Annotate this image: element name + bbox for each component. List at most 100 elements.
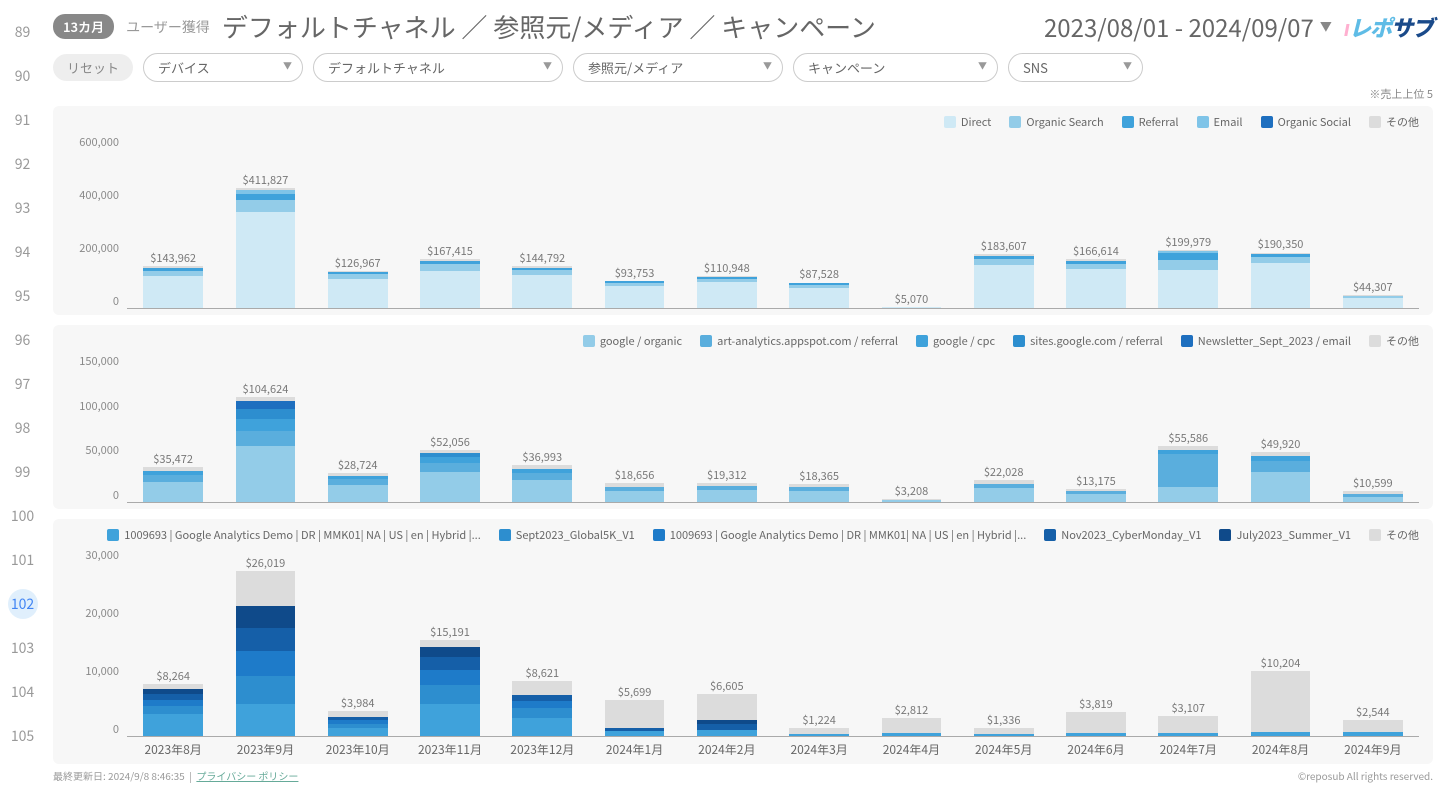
x-tick: 2024年2月 — [682, 741, 772, 758]
legend-item[interactable]: google / organic — [583, 333, 682, 349]
bar[interactable]: $411,827 — [220, 188, 310, 308]
x-tick: 2024年3月 — [774, 741, 864, 758]
legend-item[interactable]: sites.google.com / referral — [1013, 333, 1163, 349]
bar[interactable]: $166,614 — [1051, 259, 1141, 308]
bar[interactable]: $190,350 — [1235, 252, 1325, 308]
bar[interactable]: $5,070 — [866, 307, 956, 308]
bar[interactable]: $183,607 — [958, 254, 1048, 308]
bar[interactable]: $13,175 — [1051, 489, 1141, 502]
bar[interactable]: $10,204 — [1235, 671, 1325, 736]
bar[interactable]: $93,753 — [589, 281, 679, 308]
bar-value-label: $3,208 — [895, 483, 929, 499]
legend-item[interactable]: July2023_Summer_V1 — [1219, 527, 1351, 543]
bar-segment — [512, 473, 572, 480]
legend-item[interactable]: Organic Social — [1261, 114, 1351, 130]
legend-label: sites.google.com / referral — [1030, 333, 1163, 349]
bar[interactable]: $55,586 — [1143, 446, 1233, 502]
bar[interactable]: $3,107 — [1143, 716, 1233, 736]
legend-item[interactable]: Organic Search — [1009, 114, 1103, 130]
bar[interactable]: $3,819 — [1051, 712, 1141, 736]
bar-segment — [328, 279, 388, 308]
bar[interactable]: $1,224 — [774, 728, 864, 736]
legend-item[interactable]: Direct — [944, 114, 991, 130]
legend-item[interactable]: 1009693 | Google Analytics Demo | DR | M… — [107, 527, 480, 543]
bar[interactable]: $35,472 — [128, 467, 218, 502]
legend-item[interactable]: 1009693 | Google Analytics Demo | DR | M… — [653, 527, 1026, 543]
bar[interactable]: $18,365 — [774, 484, 864, 502]
bar-segment — [236, 606, 296, 628]
legend-label: その他 — [1386, 114, 1419, 130]
filter-dropdown-2[interactable]: 参照元/メディア — [573, 53, 783, 82]
bar[interactable]: $110,948 — [682, 276, 772, 308]
legend-label: google / cpc — [933, 333, 995, 349]
bar[interactable]: $3,984 — [312, 711, 402, 736]
privacy-policy-link[interactable]: プライバシー ポリシー — [196, 768, 298, 783]
bar-segment — [328, 485, 388, 502]
bar[interactable]: $167,415 — [405, 259, 495, 308]
legend-item[interactable]: Nov2023_CyberMonday_V1 — [1044, 527, 1201, 543]
filter-dropdown-0[interactable]: デバイス — [143, 53, 303, 82]
x-tick: 2023年9月 — [220, 741, 310, 758]
legend-item[interactable]: art-analytics.appspot.com / referral — [700, 333, 898, 349]
legend-label: Nov2023_CyberMonday_V1 — [1061, 527, 1201, 543]
filter-dropdown-1[interactable]: デフォルトチャネル — [313, 53, 563, 82]
legend-swatch — [1369, 335, 1381, 347]
bar[interactable]: $126,967 — [312, 271, 402, 308]
bar[interactable]: $104,624 — [220, 397, 310, 502]
bar[interactable]: $18,656 — [589, 483, 679, 502]
bar[interactable]: $52,056 — [405, 450, 495, 502]
bar[interactable]: $15,191 — [405, 640, 495, 736]
bar[interactable]: $1,336 — [958, 728, 1048, 736]
bar[interactable]: $49,920 — [1235, 452, 1325, 502]
bar-segment — [1158, 487, 1218, 502]
legend-item[interactable]: Sept2023_Global5K_V1 — [499, 527, 635, 543]
y-tick: 150,000 — [67, 353, 119, 369]
bar-segment — [1251, 472, 1311, 502]
legend-item[interactable]: google / cpc — [916, 333, 995, 349]
bar-segment — [143, 276, 203, 308]
filter-dropdown-4[interactable]: SNS — [1008, 53, 1143, 82]
bar-value-label: $8,621 — [525, 665, 559, 681]
x-tick: 2024年4月 — [866, 741, 956, 758]
legend-item[interactable]: その他 — [1369, 114, 1419, 130]
date-range-selector[interactable]: 2023/08/01 - 2024/09/07 ▼ — [1044, 9, 1332, 44]
bar[interactable]: $144,792 — [497, 266, 587, 308]
legend-item[interactable]: Newsletter_Sept_2023 / email — [1181, 333, 1351, 349]
bar[interactable]: $26,019 — [220, 571, 310, 736]
bar[interactable]: $143,962 — [128, 266, 218, 308]
legend-item[interactable]: その他 — [1369, 333, 1419, 349]
bar[interactable]: $28,724 — [312, 473, 402, 502]
filter-dropdown-3[interactable]: キャンペーン — [793, 53, 998, 82]
bar[interactable]: $8,621 — [497, 681, 587, 736]
bar[interactable]: $44,307 — [1328, 295, 1418, 308]
note-text: ※売上上位 5 — [53, 86, 1433, 102]
reset-button[interactable]: リセット — [53, 54, 133, 81]
bar-segment — [1343, 298, 1403, 308]
bar[interactable]: $3,208 — [866, 499, 956, 502]
legend-item[interactable]: その他 — [1369, 527, 1419, 543]
bar-segment — [605, 286, 665, 308]
x-tick: 2024年8月 — [1235, 741, 1325, 758]
bar-value-label: $1,336 — [987, 712, 1021, 728]
bar[interactable]: $6,605 — [682, 694, 772, 736]
bar[interactable]: $22,028 — [958, 480, 1048, 502]
bar[interactable]: $2,812 — [866, 718, 956, 736]
bar-segment — [420, 657, 480, 670]
bar-value-label: $3,107 — [1171, 700, 1205, 716]
bar-value-label: $10,599 — [1353, 475, 1393, 491]
bar[interactable]: $2,544 — [1328, 720, 1418, 736]
bar[interactable]: $19,312 — [682, 483, 772, 502]
bar[interactable]: $8,264 — [128, 684, 218, 736]
legend-label: その他 — [1386, 527, 1419, 543]
bar[interactable]: $10,599 — [1328, 491, 1418, 502]
legend-item[interactable]: Email — [1197, 114, 1243, 130]
bar-segment — [420, 647, 480, 656]
bar-segment — [420, 685, 480, 704]
bar-value-label: $49,920 — [1261, 436, 1301, 452]
bar[interactable]: $87,528 — [774, 282, 864, 308]
bar-segment — [1251, 263, 1311, 308]
legend-item[interactable]: Referral — [1122, 114, 1179, 130]
bar[interactable]: $5,699 — [589, 700, 679, 736]
bar[interactable]: $36,993 — [497, 465, 587, 502]
bar[interactable]: $199,979 — [1143, 250, 1233, 308]
